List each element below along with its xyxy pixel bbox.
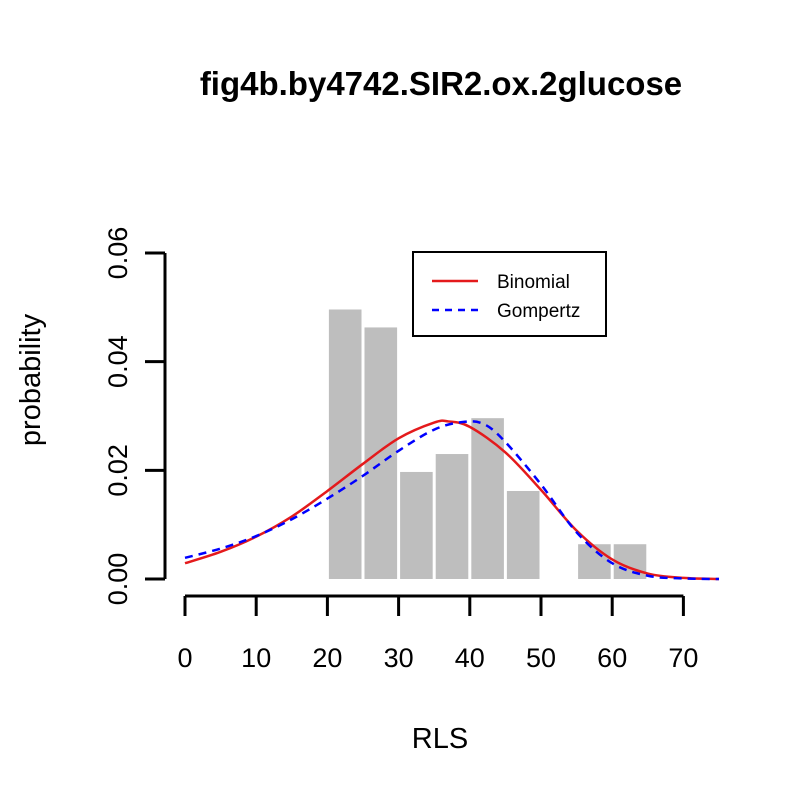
series-line-gompertz: [184, 420, 720, 581]
y-axis-label: probability: [15, 313, 47, 446]
y-tick-label-0.06: 0.06: [103, 227, 133, 280]
y-axis: 0.00 0.02 0.04 0.06: [103, 227, 167, 606]
legend-box: [412, 251, 607, 337]
x-tick-label-20: 20: [312, 643, 342, 673]
bar-8: [613, 544, 647, 579]
curves-group: [184, 419, 720, 581]
legend-label-binomial: Binomial: [497, 272, 570, 293]
x-tick-label-30: 30: [384, 643, 414, 673]
bar-0: [328, 309, 362, 579]
chart-title: fig4b.by4742.SIR2.ox.2glucose: [200, 65, 682, 102]
x-axis-label: RLS: [412, 723, 468, 755]
bar-7: [578, 544, 611, 579]
bars-group: [328, 309, 647, 579]
x-axis: 0 10 20 30 40 50 60 70: [177, 594, 698, 673]
x-tick-label-40: 40: [455, 643, 485, 673]
x-tick-label-50: 50: [526, 643, 556, 673]
series-line-binomial: [184, 419, 720, 581]
x-tick-label-0: 0: [177, 643, 192, 673]
y-tick-label-0.00: 0.00: [103, 553, 133, 606]
x-tick-label-70: 70: [668, 643, 698, 673]
bar-3: [435, 454, 469, 579]
bar-2: [400, 471, 433, 579]
y-tick-label-0.04: 0.04: [103, 335, 133, 388]
y-tick-label-0.02: 0.02: [103, 444, 133, 497]
legend: Binomial Gompertz: [412, 251, 607, 337]
bar-1: [364, 327, 398, 579]
x-tick-label-10: 10: [241, 643, 271, 673]
x-tick-label-60: 60: [597, 643, 627, 673]
legend-label-gompertz: Gompertz: [497, 301, 580, 322]
bar-4: [471, 418, 504, 579]
bar-5: [506, 490, 540, 579]
